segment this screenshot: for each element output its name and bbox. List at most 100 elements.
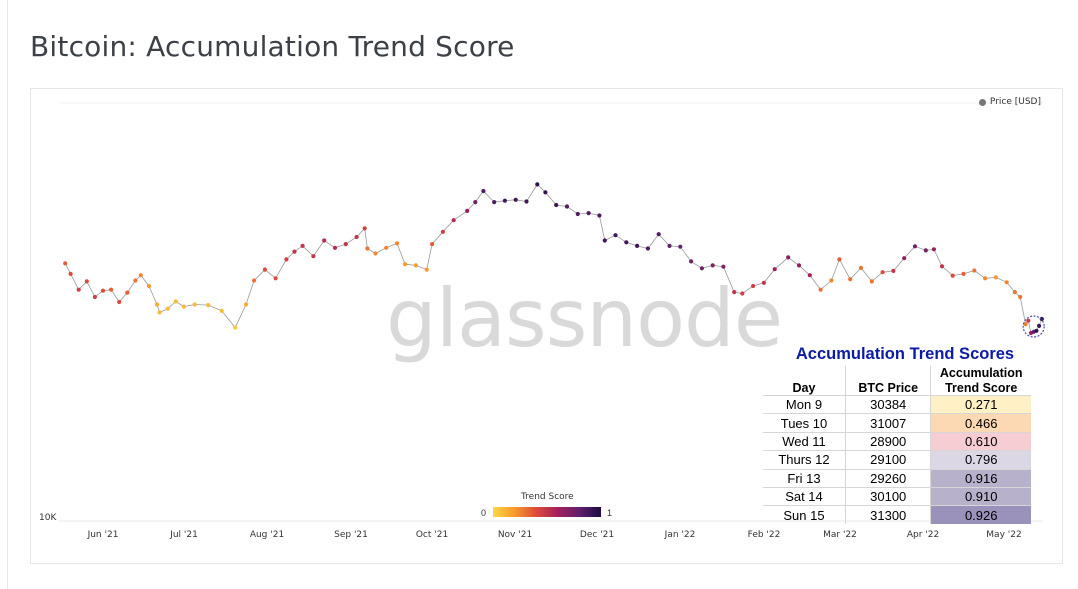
price-point xyxy=(751,283,756,289)
x-tick-label: Jul '21 xyxy=(170,530,198,540)
x-tick-label: Jan '22 xyxy=(664,530,696,540)
price-point xyxy=(384,245,389,250)
y-axis-label-10k: 10K xyxy=(39,513,57,523)
price-point xyxy=(829,278,834,283)
x-tick-label: Jun '21 xyxy=(87,530,119,540)
price-point xyxy=(1026,318,1031,323)
colorbar-title: Trend Score xyxy=(521,492,574,502)
price-point xyxy=(157,310,162,315)
price-point xyxy=(233,325,238,330)
price-point xyxy=(322,238,327,243)
price-cell: 31300 xyxy=(844,505,931,524)
day-cell: Tues 10 xyxy=(763,413,846,433)
x-tick-label: Sep '21 xyxy=(334,530,368,540)
price-point xyxy=(931,247,937,252)
price-point xyxy=(133,278,138,283)
score-cell: 0.926 xyxy=(930,505,1031,524)
table-row: Fri 13 29260 0.916 xyxy=(763,468,1031,488)
price-cell: 30100 xyxy=(844,486,931,506)
price-cell: 29260 xyxy=(844,468,931,488)
watermark: glassnode xyxy=(386,272,783,365)
price-point xyxy=(100,288,106,293)
day-cell: Fri 13 xyxy=(763,468,846,488)
price-point xyxy=(513,197,518,202)
price-point xyxy=(710,263,715,268)
x-tick-label: Apr '22 xyxy=(906,530,940,540)
score-cell: 0.910 xyxy=(930,486,1031,506)
scores-table: Day BTC Price Accumulation Trend Score M… xyxy=(763,366,1031,524)
price-point xyxy=(848,277,853,282)
price-point xyxy=(602,238,607,243)
header-trend-score: Accumulation Trend Score xyxy=(930,366,1031,396)
price-point xyxy=(891,268,896,273)
price-point xyxy=(430,242,435,247)
price-point xyxy=(740,291,745,296)
scores-table-panel: Accumulation Trend Scores Day BTC Price … xyxy=(761,345,1031,524)
price-point xyxy=(721,264,726,269)
price-chart xyxy=(59,102,1045,522)
price-cell: 28900 xyxy=(844,431,931,451)
price-point xyxy=(424,267,429,272)
table-row: Sat 14 30100 0.910 xyxy=(763,486,1031,506)
page-left-border xyxy=(7,0,8,589)
price-line xyxy=(64,183,1043,334)
price-point xyxy=(63,261,68,266)
price-point xyxy=(284,257,289,262)
price-cell: 31007 xyxy=(844,413,931,433)
header-day: Day xyxy=(792,380,816,395)
price-point xyxy=(818,287,823,292)
price-point xyxy=(1023,322,1028,327)
price-point xyxy=(343,242,348,247)
price-point xyxy=(473,200,478,205)
price-point xyxy=(1034,328,1039,333)
x-tick-label: Oct '21 xyxy=(415,530,449,540)
price-point xyxy=(481,188,486,194)
price-point xyxy=(524,199,529,204)
price-point xyxy=(983,276,988,281)
table-row: Thurs 12 29100 0.796 xyxy=(763,450,1031,470)
price-point xyxy=(502,198,507,203)
price-point xyxy=(243,302,249,307)
price-point xyxy=(394,241,400,246)
table-row: Tues 10 31007 0.466 xyxy=(763,413,1031,433)
day-cell: Sat 14 xyxy=(763,486,846,506)
price-point xyxy=(68,271,73,276)
day-cell: Mon 9 xyxy=(763,394,846,414)
price-point xyxy=(635,243,640,248)
price-point xyxy=(173,299,178,304)
price-point xyxy=(993,275,999,280)
price-point xyxy=(858,265,864,270)
price-point xyxy=(786,255,791,260)
chart-panel: glassnode Price [USD] 10K Jun '21 Jul '21… xyxy=(30,88,1063,564)
colorbar-min-label: 0 xyxy=(481,508,487,518)
x-tick-label: Nov '21 xyxy=(497,530,533,540)
price-point xyxy=(624,240,629,245)
price-point xyxy=(165,306,170,311)
price-point xyxy=(154,302,160,307)
price-point xyxy=(796,263,802,268)
price-point xyxy=(109,287,114,292)
header-btc-price: BTC Price xyxy=(844,366,931,396)
price-point xyxy=(586,211,591,216)
price-point xyxy=(1037,323,1042,328)
price-point xyxy=(76,287,81,292)
price-point xyxy=(554,202,559,208)
day-cell: Sun 15 xyxy=(763,505,846,524)
legend-dot-icon xyxy=(978,98,986,106)
price-point xyxy=(413,263,418,268)
price-point xyxy=(373,251,378,256)
chart-legend[interactable]: Price [USD] xyxy=(978,97,1041,107)
x-tick-label: Aug '21 xyxy=(249,530,285,540)
legend-label: Price [USD] xyxy=(989,97,1041,107)
colorbar-max-label: 1 xyxy=(607,508,613,518)
price-point xyxy=(451,218,456,223)
score-cell: 0.610 xyxy=(930,431,1031,451)
price-point xyxy=(219,308,224,313)
score-cell: 0.796 xyxy=(930,450,1031,470)
price-point xyxy=(300,243,305,248)
price-cell: 29100 xyxy=(844,450,931,470)
price-point xyxy=(365,246,370,251)
price-point xyxy=(972,268,977,273)
price-point xyxy=(950,273,955,278)
score-cell: 0.466 xyxy=(930,413,1031,433)
